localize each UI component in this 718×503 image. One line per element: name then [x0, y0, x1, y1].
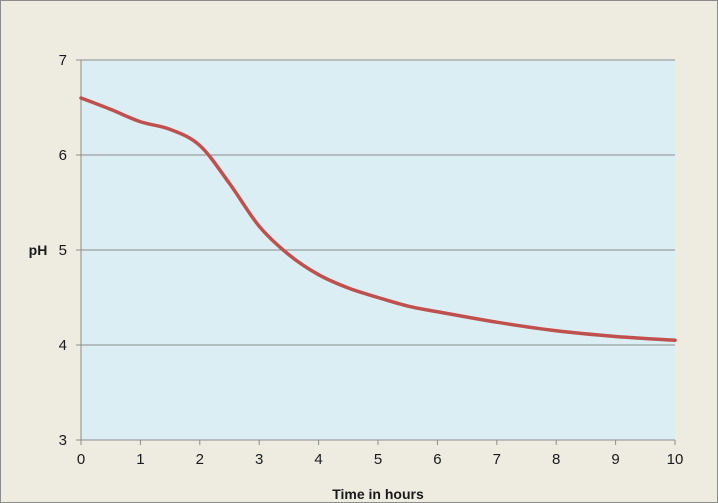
- series-layer: [79, 96, 677, 342]
- x-tick-label: 10: [667, 451, 684, 468]
- x-axis-ticks: 0 1 2 3 4 5 6 7 8 9 10: [77, 440, 684, 468]
- x-tick-label: 5: [374, 451, 382, 468]
- x-tick-label: 4: [314, 451, 322, 468]
- y-tick-label: 7: [59, 52, 67, 69]
- x-axis-title: Time in hours: [332, 486, 424, 502]
- x-tick-label: 3: [255, 451, 263, 468]
- x-tick-label: 0: [77, 451, 85, 468]
- x-tick-label: 1: [136, 451, 144, 468]
- y-tick-label: 5: [59, 242, 67, 259]
- y-tick-label: 3: [59, 432, 67, 449]
- y-tick-label: 4: [59, 337, 67, 354]
- x-tick-label: 9: [611, 451, 619, 468]
- y-tick-label: 6: [59, 147, 67, 164]
- x-tick-label: 7: [493, 451, 501, 468]
- x-tick-label: 8: [552, 451, 560, 468]
- y-axis-title: pH: [29, 242, 48, 258]
- x-tick-label: 6: [433, 451, 441, 468]
- y-axis-ticks: 3 4 5 6 7: [59, 52, 81, 449]
- gridlines: [81, 59, 675, 346]
- series-line-0: [79, 96, 677, 342]
- x-tick-label: 2: [196, 451, 204, 468]
